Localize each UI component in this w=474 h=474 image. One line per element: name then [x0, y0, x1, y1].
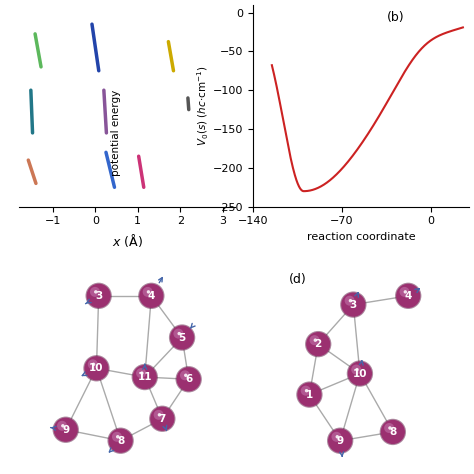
Text: 8: 8 [389, 427, 396, 437]
Circle shape [400, 287, 410, 297]
Circle shape [349, 299, 352, 302]
Circle shape [88, 359, 98, 369]
Circle shape [83, 355, 109, 382]
Circle shape [327, 428, 353, 454]
Circle shape [150, 407, 174, 431]
Circle shape [356, 368, 359, 371]
Circle shape [143, 287, 153, 297]
Circle shape [328, 428, 352, 453]
Circle shape [347, 360, 373, 387]
Text: 8: 8 [117, 436, 124, 446]
Text: (b): (b) [387, 11, 405, 24]
Circle shape [136, 368, 146, 378]
X-axis label: $x$ (Å): $x$ (Å) [112, 232, 143, 249]
Y-axis label: $V_0(s)$ ($hc{\cdot}$cm$^{-1}$): $V_0(s)$ ($hc{\cdot}$cm$^{-1}$) [196, 65, 211, 146]
Circle shape [306, 332, 330, 356]
Circle shape [53, 417, 79, 443]
X-axis label: reaction coordinate: reaction coordinate [307, 232, 415, 242]
Circle shape [138, 283, 164, 309]
Circle shape [388, 426, 392, 430]
Circle shape [87, 284, 111, 308]
Circle shape [351, 365, 361, 374]
Text: 1: 1 [306, 390, 313, 400]
Text: 10: 10 [353, 369, 367, 379]
Circle shape [336, 435, 339, 438]
Text: 4: 4 [148, 291, 155, 301]
Circle shape [149, 406, 175, 432]
Circle shape [92, 363, 95, 366]
Circle shape [61, 424, 64, 428]
Circle shape [345, 296, 355, 306]
Circle shape [310, 335, 319, 345]
Circle shape [180, 370, 190, 380]
Circle shape [154, 410, 164, 420]
Circle shape [296, 382, 323, 408]
Circle shape [140, 372, 144, 375]
Circle shape [331, 432, 341, 442]
Circle shape [112, 432, 122, 442]
Circle shape [132, 364, 158, 390]
Text: 5: 5 [179, 333, 186, 343]
Circle shape [108, 428, 134, 454]
Circle shape [139, 284, 164, 308]
Circle shape [170, 326, 194, 350]
Circle shape [54, 418, 78, 442]
Circle shape [305, 331, 331, 357]
Circle shape [177, 332, 181, 335]
Text: potential energy: potential energy [111, 90, 121, 176]
Circle shape [184, 374, 188, 377]
Circle shape [158, 413, 161, 417]
Circle shape [395, 283, 421, 309]
Text: 10: 10 [89, 363, 104, 374]
Text: 7: 7 [159, 414, 166, 424]
Circle shape [173, 328, 183, 338]
Text: 6: 6 [185, 374, 192, 384]
Text: 11: 11 [137, 372, 152, 382]
Circle shape [84, 356, 109, 381]
Circle shape [133, 365, 157, 389]
Circle shape [340, 292, 366, 318]
Circle shape [169, 324, 195, 351]
Circle shape [109, 428, 133, 453]
Text: (d): (d) [289, 273, 307, 286]
Circle shape [116, 435, 119, 438]
Circle shape [94, 290, 98, 293]
Circle shape [403, 290, 407, 293]
Circle shape [147, 290, 150, 293]
Text: 2: 2 [315, 339, 322, 349]
Circle shape [301, 386, 311, 396]
Circle shape [314, 338, 317, 342]
Circle shape [305, 389, 308, 392]
Text: 9: 9 [337, 436, 344, 446]
Circle shape [297, 383, 321, 407]
Circle shape [57, 421, 67, 431]
Circle shape [85, 283, 112, 309]
Text: 3: 3 [350, 300, 357, 310]
Circle shape [341, 292, 365, 317]
Text: 4: 4 [404, 291, 412, 301]
Circle shape [90, 287, 100, 297]
Text: 3: 3 [95, 291, 102, 301]
Circle shape [175, 366, 202, 392]
Text: 9: 9 [62, 425, 69, 435]
Circle shape [381, 420, 405, 444]
Circle shape [384, 423, 394, 433]
Circle shape [396, 284, 420, 308]
Circle shape [176, 367, 201, 392]
Circle shape [348, 362, 372, 386]
Circle shape [380, 419, 406, 445]
